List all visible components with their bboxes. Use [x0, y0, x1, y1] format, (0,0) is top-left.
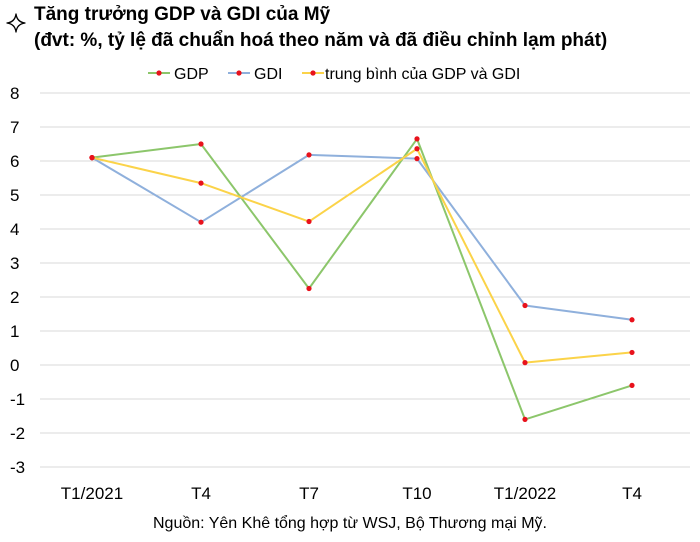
data-point	[629, 349, 635, 356]
sparkle-icon	[6, 13, 26, 33]
data-point	[306, 218, 312, 225]
y-tick-label: 2	[10, 288, 19, 307]
data-point	[414, 136, 420, 142]
legend-marker	[310, 70, 316, 76]
source-note: Nguồn: Yên Khê tổng hợp từ WSJ, Bộ Thươn…	[153, 514, 547, 532]
data-point	[198, 180, 204, 186]
y-axis: 8 7 6 5 4 3 2 1 0 -1 -2 -3	[10, 84, 25, 477]
x-tick-label: T7	[299, 484, 319, 503]
y-tick-label: 6	[10, 152, 19, 171]
x-tick-label: T10	[402, 484, 431, 503]
y-tick-label: 8	[10, 84, 19, 103]
data-point	[414, 146, 420, 152]
y-tick-label: 7	[10, 118, 19, 137]
data-point	[198, 141, 204, 147]
gridlines	[40, 92, 690, 468]
data-point	[306, 285, 312, 292]
legend-marker	[156, 70, 162, 76]
data-point	[198, 219, 204, 225]
y-tick-label: 5	[10, 186, 19, 205]
y-tick-label: -2	[10, 424, 25, 443]
data-point	[522, 360, 528, 366]
legend: GDP GDI trung bình của GDP và GDI	[148, 66, 520, 83]
legend-marker	[236, 70, 242, 76]
data-point	[629, 382, 635, 388]
legend-label: GDP	[174, 66, 209, 83]
series-line-2	[91, 147, 633, 364]
series-line-1	[91, 153, 633, 321]
x-tick-label: T4	[622, 484, 642, 503]
y-tick-label: 4	[10, 220, 19, 239]
title-icon	[6, 13, 26, 33]
data-point	[522, 302, 528, 309]
data-point	[414, 156, 420, 162]
x-tick-label: T1/2021	[61, 484, 123, 503]
data-point	[306, 152, 312, 158]
y-tick-label: -1	[10, 390, 25, 409]
legend-label: trung bình của GDP và GDI	[325, 66, 520, 83]
data-points	[89, 136, 635, 422]
chart-title: Tăng trưởng GDP và GDI của Mỹ	[34, 4, 331, 25]
x-axis: T1/2021 T4 T7 T10 T1/2022 T4	[61, 484, 642, 503]
x-tick-label: T1/2022	[494, 484, 556, 503]
legend-item-2: trung bình của GDP và GDI	[302, 66, 520, 83]
legend-label: GDI	[254, 66, 282, 83]
y-tick-label: -3	[10, 458, 25, 477]
series-lines	[91, 137, 633, 421]
y-tick-label: 0	[10, 356, 19, 375]
y-tick-label: 3	[10, 254, 19, 273]
legend-item-1: GDI	[228, 66, 282, 83]
legend-item-0: GDP	[148, 66, 209, 83]
x-tick-label: T4	[191, 484, 211, 503]
data-point	[522, 416, 528, 422]
y-tick-label: 1	[10, 322, 19, 341]
data-point	[89, 155, 95, 161]
chart-subtitle: (đvt: %, tỷ lệ đã chuẩn hoá theo năm và …	[34, 30, 607, 51]
data-point	[629, 317, 635, 323]
series-line-0	[91, 137, 633, 421]
